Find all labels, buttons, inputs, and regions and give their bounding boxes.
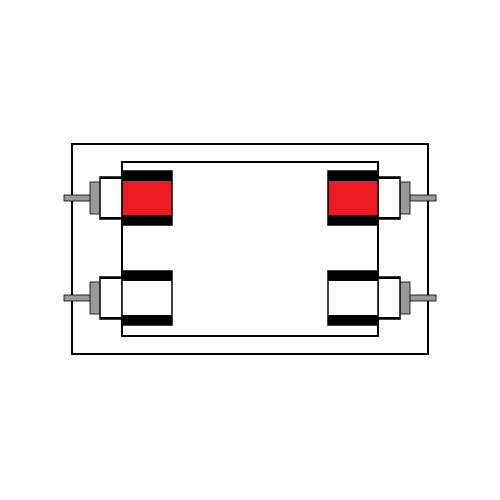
rca-cable-diagram [0, 0, 500, 500]
